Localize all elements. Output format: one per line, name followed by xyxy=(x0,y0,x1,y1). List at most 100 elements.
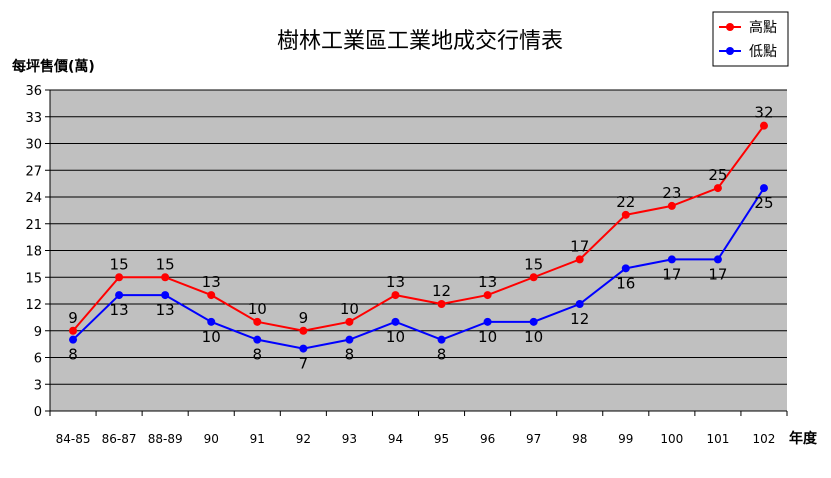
y-tick-label: 21 xyxy=(25,218,42,233)
data-point xyxy=(207,291,216,300)
data-point xyxy=(575,300,584,308)
data-point xyxy=(759,184,768,193)
legend-item: 低點 xyxy=(719,44,777,60)
y-tick-label: 3 xyxy=(34,378,42,393)
data-point xyxy=(713,184,722,193)
data-point xyxy=(299,326,308,335)
x-tick-label: 91 xyxy=(250,432,265,446)
x-tick-label: 101 xyxy=(706,432,729,446)
data-point xyxy=(207,317,216,326)
x-tick-label: 84-85 xyxy=(56,432,91,446)
legend-swatch-marker xyxy=(726,47,734,55)
data-point xyxy=(667,255,676,264)
data-label: 10 xyxy=(524,328,543,346)
data-label: 10 xyxy=(248,300,267,318)
data-label: 9 xyxy=(68,309,78,327)
data-point xyxy=(713,255,722,264)
data-label: 13 xyxy=(386,273,405,291)
data-label: 23 xyxy=(662,184,681,202)
y-tick-label: 36 xyxy=(25,84,42,99)
data-label: 10 xyxy=(478,328,497,346)
data-label: 13 xyxy=(156,301,175,319)
legend-box xyxy=(712,11,789,67)
data-point xyxy=(667,201,676,210)
data-label: 12 xyxy=(570,310,589,328)
data-point xyxy=(253,317,262,326)
x-tick-label: 95 xyxy=(434,432,449,446)
legend-label: 高點 xyxy=(749,19,777,36)
x-tick-label: 97 xyxy=(526,432,541,446)
series-line xyxy=(72,187,765,350)
series-1: 9 15 15 13 10 9 10 13 12 13 15 17 22 23 25 32 xyxy=(68,104,774,335)
chart-title: 樹林工業區工業地成交行情表 xyxy=(277,29,563,54)
data-label: 25 xyxy=(708,166,727,184)
legend-swatch-marker xyxy=(726,23,734,31)
data-label: 10 xyxy=(202,328,221,346)
x-tick-label: 86-87 xyxy=(102,432,137,446)
data-label: 13 xyxy=(202,273,221,291)
x-tick-label: 90 xyxy=(204,432,219,446)
data-label: 17 xyxy=(570,237,589,255)
data-label: 8 xyxy=(437,346,447,364)
data-point xyxy=(529,273,538,282)
x-ticks: 84-85 86-87 88-89 90 91 92 93 94 95 96 97 98 99 100 10… xyxy=(49,411,788,446)
y-tick-label: 15 xyxy=(25,271,42,286)
data-label: 16 xyxy=(616,274,635,292)
data-point xyxy=(483,291,492,300)
data-point xyxy=(253,335,262,344)
data-label: 32 xyxy=(754,104,773,122)
y-tick-label: 33 xyxy=(25,111,42,126)
data-label: 10 xyxy=(340,300,359,318)
data-point xyxy=(759,121,768,130)
data-point xyxy=(529,317,538,326)
data-point xyxy=(115,291,124,300)
data-point xyxy=(483,317,492,326)
data-point xyxy=(621,264,630,273)
x-tick-label: 99 xyxy=(618,432,633,446)
data-point xyxy=(437,300,446,308)
series-2: 8 13 13 10 8 7 8 10 8 10 10 12 16 17 17 25 xyxy=(68,184,774,373)
y-tick-label: 0 xyxy=(34,405,42,420)
data-point xyxy=(391,291,400,300)
x-tick-label: 93 xyxy=(342,432,357,446)
y-tick-label: 27 xyxy=(25,164,42,179)
data-point xyxy=(345,317,354,326)
data-label: 15 xyxy=(524,255,543,273)
data-label: 15 xyxy=(156,255,175,273)
data-label: 13 xyxy=(110,301,129,319)
legend-label: 低點 xyxy=(749,44,777,60)
data-point xyxy=(299,344,308,353)
data-point xyxy=(391,317,400,326)
x-tick-label: 88-89 xyxy=(148,432,183,446)
series-line xyxy=(72,125,765,332)
data-point xyxy=(69,335,78,344)
data-label: 25 xyxy=(754,194,773,212)
x-tick-label: 92 xyxy=(296,432,311,446)
y-tick-label: 18 xyxy=(25,245,42,260)
data-label: 9 xyxy=(299,309,309,327)
data-label: 8 xyxy=(345,346,355,364)
y-tick-label: 9 xyxy=(34,325,42,340)
data-label: 12 xyxy=(432,282,451,300)
data-label: 22 xyxy=(616,193,635,211)
data-label: 15 xyxy=(110,255,129,273)
y-axis-label: 每坪售價(萬) xyxy=(12,58,95,75)
y-tick-label: 24 xyxy=(25,191,42,206)
data-point xyxy=(69,326,78,335)
x-axis-label: 年度 xyxy=(789,430,818,447)
data-point xyxy=(575,255,584,264)
data-label: 17 xyxy=(708,265,727,283)
data-label: 8 xyxy=(253,346,263,364)
data-point xyxy=(161,273,170,282)
data-label: 13 xyxy=(478,273,497,291)
x-tick-label: 94 xyxy=(388,432,403,446)
data-label: 17 xyxy=(662,265,681,283)
y-tick-label: 30 xyxy=(25,138,42,153)
data-label: 8 xyxy=(68,346,78,364)
y-tick-label: 6 xyxy=(34,352,42,367)
data-point xyxy=(345,335,354,344)
